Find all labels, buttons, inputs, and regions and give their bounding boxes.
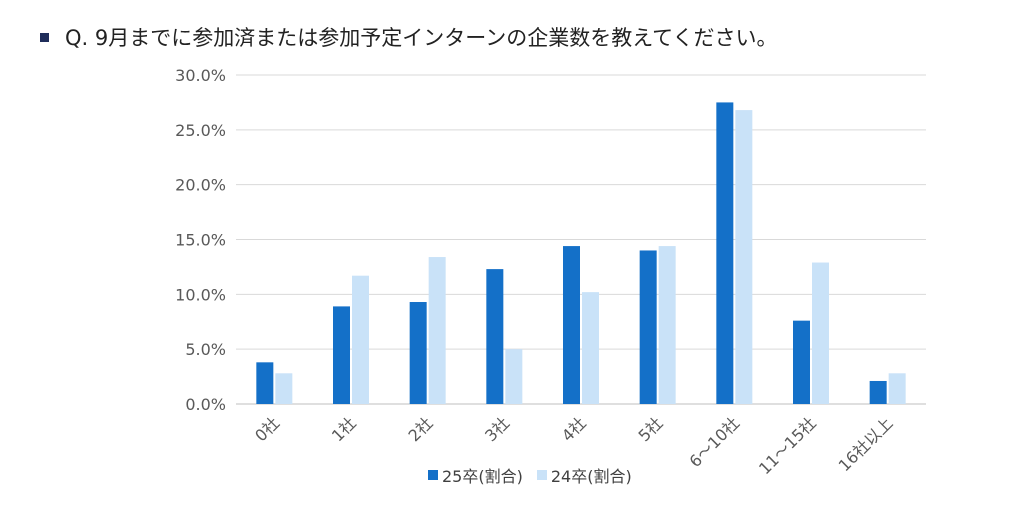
bar-25-0 [256, 362, 274, 404]
bar-24-2 [428, 257, 446, 404]
bullet-square-icon [40, 32, 49, 42]
x-tick-label: 11～15社 [755, 413, 820, 478]
x-tick-label: 5社 [635, 413, 667, 445]
y-tick-label: 0.0% [185, 395, 226, 414]
bar-25-6 [716, 102, 734, 405]
question-heading: Q. 9月までに参加済または参加予定インターンの企業数を教えてください。 [40, 22, 778, 52]
question-text: Q. 9月までに参加済または参加予定インターンの企業数を教えてください。 [65, 26, 778, 50]
y-tick-label: 30.0% [175, 66, 226, 85]
legend-item-24: 24卒(割合) [536, 463, 632, 487]
legend-item-25: 25卒(割合) [428, 463, 523, 487]
x-tick-label: 0社 [251, 413, 283, 445]
bar-25-1 [333, 306, 350, 404]
bar-24-1 [352, 275, 369, 404]
bar-25-4 [563, 246, 580, 404]
bar-24-3 [505, 349, 523, 404]
legend-swatch-25 [428, 470, 438, 480]
bar-25-2 [409, 302, 427, 404]
x-tick-label: 3社 [481, 413, 513, 445]
bar-24-7 [812, 262, 829, 404]
legend-label-24: 24卒(割合) [550, 467, 632, 486]
legend-label-25: 25卒(割合) [442, 467, 523, 486]
y-tick-label: 20.0% [175, 176, 226, 195]
bar-24-6 [735, 110, 753, 405]
x-tick-label: 4社 [558, 413, 590, 445]
bar-24-0 [275, 373, 293, 404]
bar-24-8 [888, 373, 906, 404]
x-tick-label: 16社以上 [835, 413, 897, 475]
bar-24-5 [658, 246, 676, 404]
x-tick-label: 6～10社 [685, 413, 743, 471]
bar-25-3 [486, 269, 504, 404]
chart-legend: 25卒(割合) 24卒(割合) [428, 463, 646, 487]
bar-24-4 [582, 292, 599, 404]
bar-25-7 [793, 320, 810, 404]
bar-25-5 [639, 250, 657, 404]
x-tick-label: 2社 [405, 413, 437, 445]
x-tick-label: 1社 [328, 413, 360, 445]
y-tick-label: 25.0% [175, 121, 226, 140]
y-tick-label: 10.0% [175, 285, 226, 304]
y-tick-label: 15.0% [175, 231, 226, 250]
bar-25-8 [869, 380, 887, 404]
y-tick-label: 5.0% [185, 340, 226, 359]
legend-swatch-24 [536, 470, 547, 480]
